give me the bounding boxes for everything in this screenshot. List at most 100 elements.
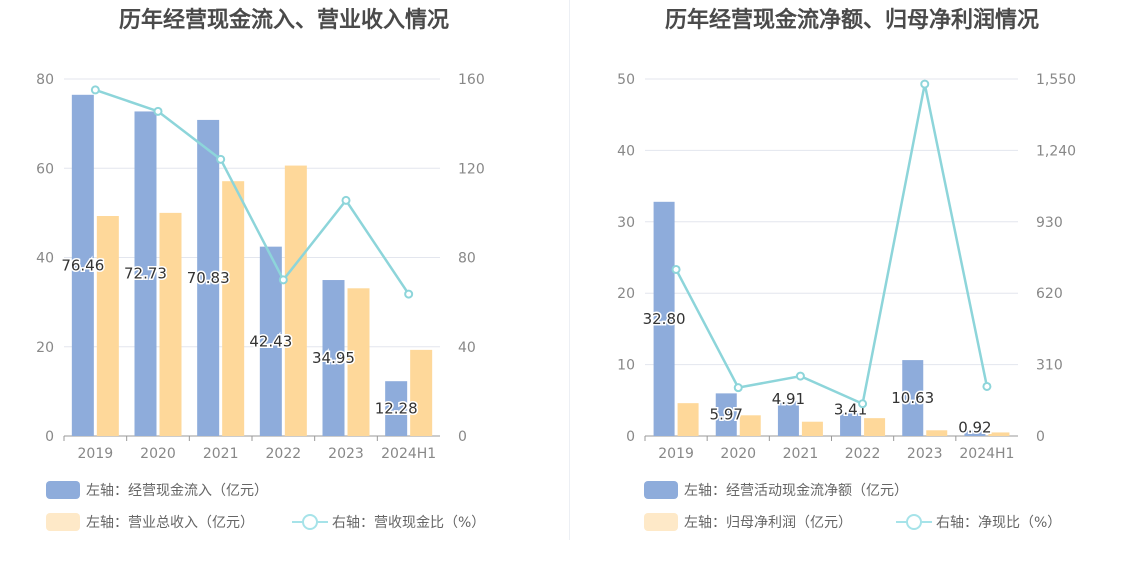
- ratio-point: [795, 371, 805, 381]
- ratio-point: [404, 289, 414, 299]
- bar-value-label: 0.92: [958, 418, 991, 436]
- bar-yellow: [739, 415, 761, 436]
- legend-item-right-net-cash[interactable]: 左轴：经营活动现金流净额（亿元）: [644, 480, 908, 500]
- bar-yellow: [926, 430, 948, 436]
- bar-blue: [71, 94, 94, 437]
- x-axis-category-label: 2023: [328, 446, 364, 462]
- x-axis-category-label: 2021: [783, 446, 819, 462]
- legend-swatch-blue: [46, 481, 80, 499]
- bar-value-label: 72.73: [124, 265, 167, 283]
- legend-item-left-revenue[interactable]: 左轴：营业总收入（亿元）: [46, 512, 254, 532]
- legend-item-left-ratio[interactable]: 右轴：营收现金比（%）: [292, 512, 485, 532]
- bar-blue: [197, 119, 220, 436]
- right-axis-tick-label: 0: [1036, 429, 1045, 445]
- x-axis-category-label: 2021: [203, 446, 239, 462]
- chart-title-left: 历年经营现金流入、营业收入情况: [118, 8, 449, 33]
- bar-value-label: 12.28: [375, 400, 418, 418]
- bar-value-label: 42.43: [249, 332, 292, 350]
- bar-value-label: 70.83: [187, 269, 230, 287]
- legend-label: 左轴：经营活动现金流净额（亿元）: [684, 483, 908, 499]
- left-axis-tick-label: 0: [45, 429, 54, 445]
- legend-label: 右轴：营收现金比（%）: [332, 515, 486, 531]
- left-axis-tick-label: 30: [617, 215, 635, 231]
- x-axis-category-label: 2024H1: [959, 446, 1014, 462]
- legend-item-right-net-profit[interactable]: 左轴：归母净利润（亿元）: [644, 512, 852, 532]
- x-axis-category-label: 2024H1: [381, 446, 436, 462]
- left-axis-tick-label: 40: [617, 143, 635, 159]
- ratio-point: [90, 85, 100, 95]
- ratio-point: [341, 195, 351, 205]
- bar-blue: [653, 201, 675, 436]
- bar-value-label: 32.80: [643, 310, 686, 328]
- bar-blue: [259, 246, 282, 436]
- right-axis-tick-label: 310: [1036, 358, 1063, 374]
- bar-yellow: [801, 421, 823, 436]
- bar-yellow: [864, 418, 886, 436]
- x-axis-category-label: 2022: [266, 446, 302, 462]
- right-axis-tick-label: 620: [1036, 286, 1063, 302]
- bar-yellow: [410, 349, 433, 436]
- legend-swatch-yellow: [644, 513, 678, 531]
- bar-value-label: 76.46: [61, 256, 104, 274]
- x-axis-category-label: 2020: [720, 446, 756, 462]
- chart-title-right: 历年经营现金流净额、归母净利润情况: [664, 8, 1039, 33]
- left-axis-tick-label: 20: [617, 286, 635, 302]
- bar-yellow: [284, 165, 307, 436]
- chart-panel-left: 历年经营现金流入、营业收入情况 0 20 40 60 80 0 40 80 120 160 2019…: [36, 8, 485, 532]
- ratio-point: [733, 383, 743, 393]
- right-axis-tick-label: 1,550: [1036, 72, 1076, 88]
- chart-right-plot: 0 10 20 30 40 50 0 310 620 930 1,240 1,550 2019 2020 2…: [617, 72, 1076, 462]
- left-axis-tick-label: 40: [36, 251, 54, 267]
- legend-swatch-blue: [644, 481, 678, 499]
- chart-panel-right: 历年经营现金流净额、归母净利润情况 0 10 20 30 40 50 0 310 620 930 1…: [570, 0, 1134, 582]
- left-axis-tick-label: 0: [626, 429, 635, 445]
- x-axis-category-label: 2023: [907, 446, 943, 462]
- ratio-point: [153, 106, 163, 116]
- legend-label: 左轴：营业总收入（亿元）: [86, 515, 254, 531]
- ratio-point: [920, 79, 930, 89]
- ratio-point: [216, 154, 226, 164]
- ratio-line: [674, 83, 989, 406]
- legend-item-left-cash-inflow[interactable]: 左轴：经营现金流入（亿元）: [46, 480, 268, 500]
- bar-yellow: [222, 181, 245, 436]
- panel-divider: [569, 0, 570, 540]
- x-axis-category-label: 2022: [845, 446, 881, 462]
- bar-blue: [777, 400, 799, 436]
- bar-yellow: [347, 288, 370, 436]
- bar-blue: [964, 429, 986, 436]
- legend-swatch-yellow: [46, 513, 80, 531]
- legend-item-right-ratio[interactable]: 右轴：净现比（%）: [896, 512, 1061, 532]
- left-axis-tick-label: 80: [36, 72, 54, 88]
- ratio-point: [982, 381, 992, 391]
- ratio-line: [94, 88, 410, 295]
- right-axis-tick-label: 1,240: [1036, 143, 1076, 159]
- bar-yellow: [677, 403, 699, 436]
- left-axis-tick-label: 20: [36, 340, 54, 356]
- bar-yellow: [159, 212, 182, 436]
- bar-value-label: 34.95: [312, 349, 355, 367]
- bar-blue: [385, 381, 408, 436]
- legend-label: 右轴：净现比（%）: [936, 515, 1062, 531]
- bar-blue: [134, 111, 157, 436]
- right-axis-tick-label: 160: [458, 72, 485, 88]
- chart-left-plot: 0 20 40 60 80 0 40 80 120 160 2019 2020 2021 2022 2023…: [36, 72, 485, 462]
- bar-value-label: 10.63: [891, 389, 934, 407]
- bar-blue: [902, 360, 924, 436]
- right-axis-tick-label: 120: [458, 161, 485, 177]
- x-axis-category-label: 2019: [658, 446, 694, 462]
- left-axis-tick-label: 60: [36, 161, 54, 177]
- legend-line-circle-icon: [292, 513, 328, 531]
- bar-yellow: [988, 432, 1010, 436]
- bar-blue: [840, 411, 862, 436]
- right-axis-tick-label: 40: [458, 340, 476, 356]
- ratio-point: [858, 399, 868, 409]
- right-axis-tick-label: 930: [1036, 215, 1063, 231]
- legend-line-circle-icon: [896, 513, 932, 531]
- bar-blue: [715, 393, 737, 436]
- x-axis-category-label: 2019: [78, 446, 114, 462]
- bar-value-label: 4.91: [772, 390, 805, 408]
- legend-label: 左轴：归母净利润（亿元）: [684, 515, 852, 531]
- right-axis-tick-label: 80: [458, 251, 476, 267]
- right-axis-tick-label: 0: [458, 429, 467, 445]
- left-axis-tick-label: 50: [617, 72, 635, 88]
